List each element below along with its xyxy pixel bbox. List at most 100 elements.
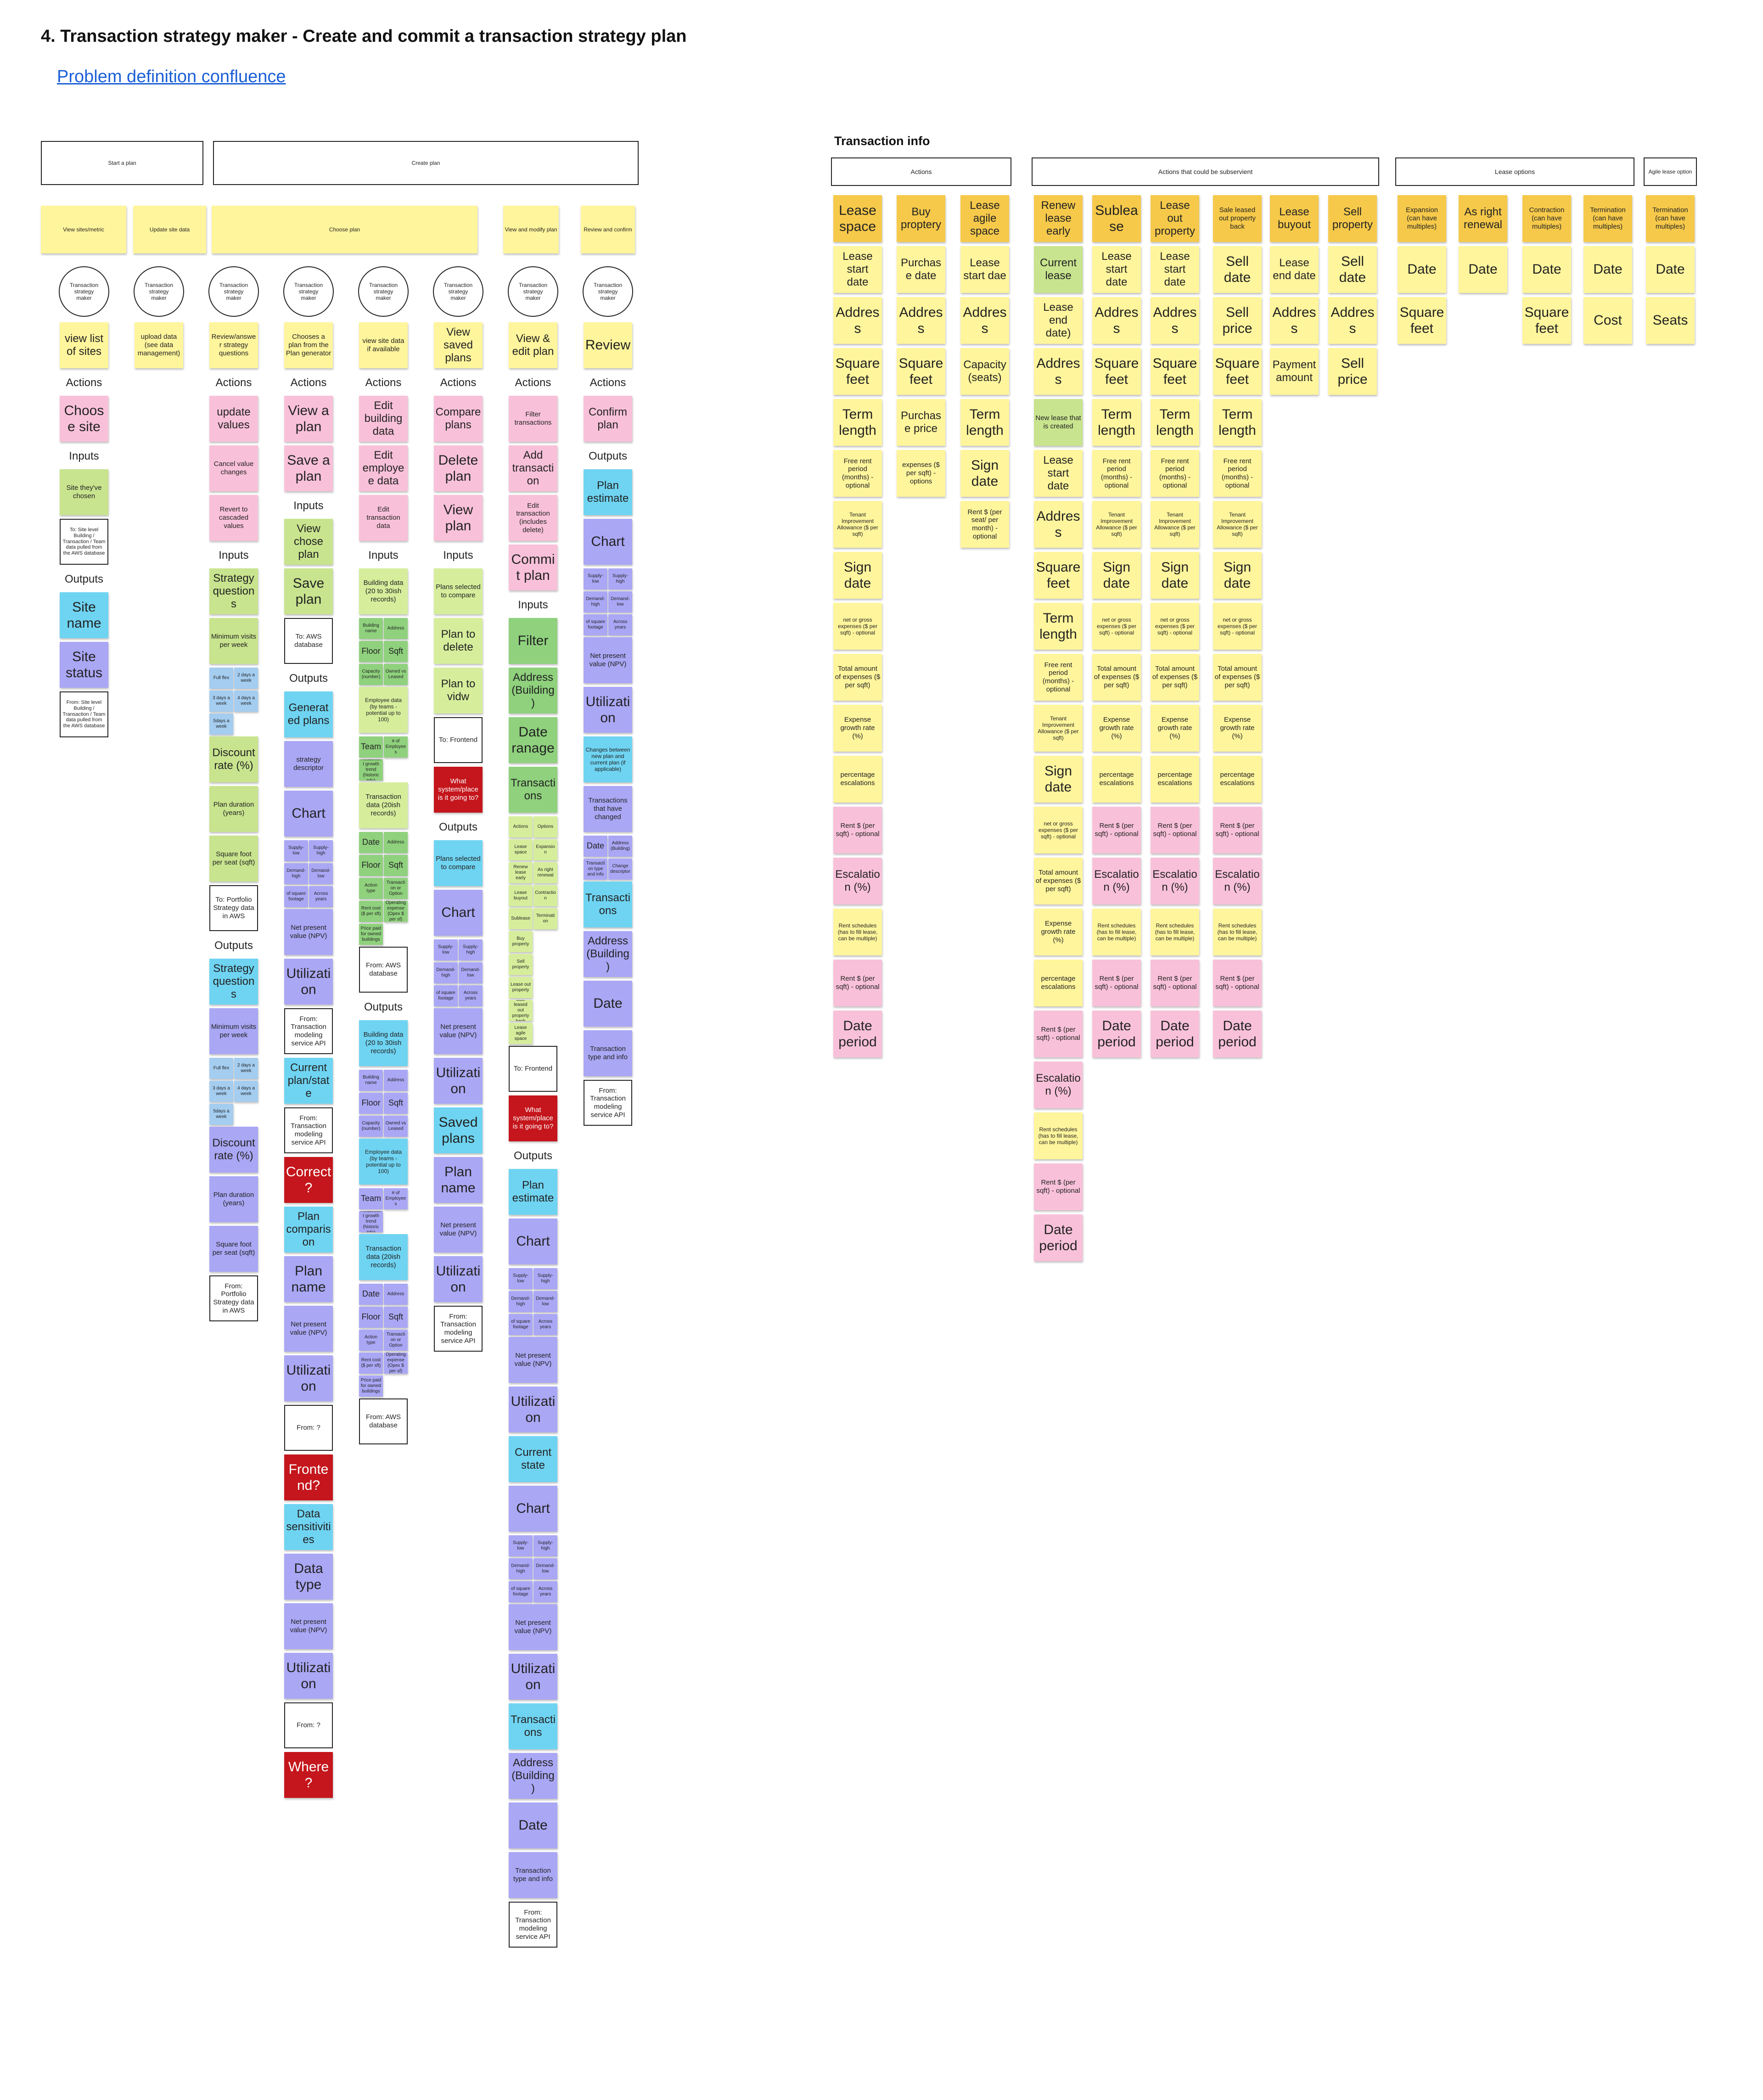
sticky-cell: of square footage	[509, 1581, 533, 1602]
sticky-note: Sell date	[1213, 246, 1262, 293]
sticky-note: Utilization	[284, 1653, 333, 1699]
sticky-note: Plan to delete	[434, 618, 483, 664]
sticky-note: Sell price	[1328, 348, 1377, 395]
sticky-note: Transaction data (20ish records)	[359, 1234, 408, 1280]
sticky-note: Address	[833, 297, 882, 344]
sticky-cell: Address (Building)	[608, 836, 632, 857]
sticky-cell: of square footage	[584, 614, 607, 635]
sticky-note: Sale leased out property back	[1213, 195, 1262, 242]
sticky-note: Data sensitivities	[284, 1504, 333, 1550]
sticky-note: expenses ($ per sqft) - options	[897, 450, 945, 497]
sticky-note: Rent $ (per sqft) - optional	[1092, 807, 1141, 853]
sticky-note: Building data (20 to 30ish records)	[359, 1020, 408, 1066]
sticky-note: Net present value (NPV)	[509, 1604, 557, 1650]
sticky-note: Address	[1034, 348, 1083, 395]
sticky-note: Capacity (seats)	[960, 348, 1009, 395]
sticky-cell: Actions	[509, 816, 533, 837]
sticky-cell: Demand-low	[459, 962, 483, 983]
sticky-cell: Lease buyout	[509, 885, 533, 906]
sticky-cell: Across years	[533, 1314, 557, 1335]
sticky-note: Rent $ (per sqft) - optional	[833, 807, 882, 853]
sticky-note: Building data (20 to 30ish records)	[359, 568, 408, 614]
sticky-note: Save a plan	[284, 445, 333, 491]
actor-circle: Transaction strategy maker	[134, 266, 184, 317]
sticky-note: Payment amount	[1270, 348, 1319, 395]
sticky-note: Plan duration (years)	[209, 1176, 258, 1222]
sticky-cell: Termination	[533, 908, 557, 929]
sticky-cell: Full flex	[209, 1058, 233, 1079]
sticky-cell: Lease space	[509, 839, 533, 860]
sticky-note: Free rent period (months) - optional	[833, 450, 882, 497]
sticky-note: Date period	[1092, 1011, 1141, 1057]
sticky-note: Sign date	[960, 450, 1009, 497]
confluence-link[interactable]: Problem definition confluence	[57, 67, 286, 86]
sticky-note: Address (Building)	[509, 668, 557, 713]
sticky-note: Rent $ (per sqft) - optional	[1213, 960, 1262, 1006]
sticky-note: Site they've chosen	[60, 469, 108, 515]
sticky-cell: Across years	[459, 985, 483, 1006]
sticky-note: Save plan	[284, 568, 333, 614]
sticky-note: Employee data (by teams - potential up t…	[359, 1139, 408, 1185]
sticky-note: Date	[1522, 246, 1571, 293]
sticky-note: Filter	[509, 618, 557, 664]
sticky-note: Rent schedules (has to fill lease, can b…	[1034, 1112, 1083, 1159]
sticky-note: Contraction (can have multiples)	[1522, 195, 1571, 242]
sticky-note: net or gross expenses ($ per sqft) - opt…	[1213, 603, 1262, 650]
sticky-cell: Supply-high	[309, 840, 333, 861]
sticky-cell: Renew lease early	[509, 862, 533, 883]
sticky-note: Sign date	[833, 552, 882, 599]
actor-circle: Transaction strategy maker	[508, 266, 558, 317]
sticky-note: Sell price	[1213, 297, 1262, 344]
sticky-note: New lease that is created	[1034, 399, 1083, 446]
sticky-note: View a plan	[284, 396, 333, 442]
group-header: Lease options	[1395, 157, 1634, 186]
sticky-note: Minimum visits per week	[209, 618, 258, 664]
sticky-note: Rent schedules (has to fill lease, can b…	[1213, 909, 1262, 955]
sticky-cell: of square footage	[509, 1314, 533, 1335]
sticky-note: Total amount of expenses ($ per sqft)	[1034, 858, 1083, 904]
source-box: From: Site level Building / Transaction …	[60, 691, 108, 737]
sticky-cell: Floor	[359, 1093, 383, 1114]
source-box: From: Transaction modeling service API	[284, 1107, 333, 1153]
sticky-note: Square feet	[1213, 348, 1262, 395]
sticky-note: Rent $ (per sqft) - optional	[1092, 960, 1141, 1006]
sticky-note: Utilization	[509, 1654, 557, 1700]
sticky-note: What system/place is it going to?	[509, 1095, 557, 1141]
sticky-cell: Rent cost ($ per sft)	[359, 901, 383, 922]
sticky-note: view site data if available	[359, 322, 408, 368]
sticky-note: net or gross expenses ($ per sqft) - opt…	[1151, 603, 1199, 650]
sticky-cell: Floor	[359, 1307, 383, 1328]
step-note: View and modify plan	[503, 206, 559, 253]
sticky-cell: Across years	[608, 614, 632, 635]
sticky-note: Discount rate (%)	[209, 1127, 258, 1173]
sticky-note: Commit plan	[509, 545, 557, 590]
sticky-cell: Rent cost ($ per sft)	[359, 1353, 383, 1374]
sticky-note: Net present value (NPV)	[434, 1008, 483, 1054]
sticky-note: Current plan/state	[284, 1058, 333, 1104]
sticky-note: Review	[584, 322, 632, 368]
sticky-note: Sign date	[1213, 552, 1262, 599]
sticky-note: Chart	[509, 1486, 557, 1532]
sticky-cell: Supply-low	[509, 1535, 533, 1556]
sticky-note: Term length	[1092, 399, 1141, 446]
sticky-note: Free rent period (months) - optional	[1034, 654, 1083, 701]
sticky-cell: Floor	[359, 855, 383, 876]
source-box: From: Transaction modeling service API	[434, 1306, 483, 1352]
sticky-note: Lease start date	[833, 246, 882, 293]
sticky-note: Rent schedules (has to fill lease, can b…	[1151, 909, 1199, 955]
sticky-cell: Owned vs Leased	[384, 1116, 408, 1137]
sticky-note: Transaction data (20ish records)	[359, 782, 408, 828]
sticky-note: Cancel value changes	[209, 445, 258, 491]
sticky-cell: Across years	[309, 886, 333, 907]
sticky-cell: Demand-high	[509, 1291, 533, 1312]
sticky-note: Expansion (can have multiples)	[1398, 195, 1446, 242]
sticky-note: Term length	[1213, 399, 1262, 446]
sticky-cell: Full flex	[209, 668, 233, 689]
sticky-note: Date	[1398, 246, 1446, 293]
source-box: To: Frontend	[509, 1046, 557, 1092]
sticky-note: Date period	[1151, 1011, 1199, 1057]
sticky-note: Address	[1092, 297, 1141, 344]
section-label: Actions	[66, 376, 102, 389]
sticky-note: Rent $ (per sqft) - optional	[1213, 807, 1262, 853]
sticky-cell: 3 days a week	[209, 691, 233, 712]
